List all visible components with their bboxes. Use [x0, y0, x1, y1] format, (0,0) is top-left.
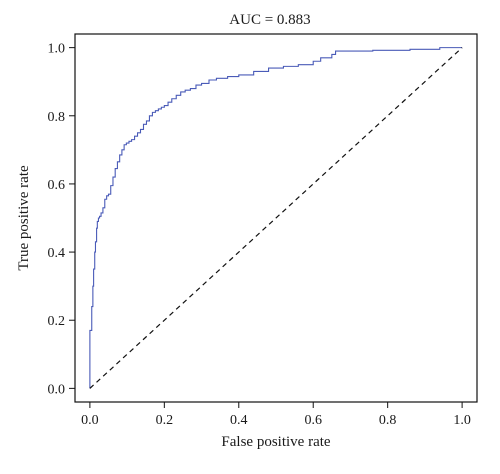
x-tick-label: 0.8 [379, 413, 397, 428]
x-axis: 0.0 0.2 0.4 0.6 0.8 1.0 [81, 402, 471, 428]
x-tick-label: 1.0 [453, 413, 471, 428]
y-tick-label: 0.2 [48, 314, 66, 329]
y-tick-label: 0.6 [48, 178, 66, 193]
y-axis-label: True positive rate [16, 165, 32, 271]
y-tick-label: 1.0 [48, 42, 66, 57]
y-axis: 0.0 0.2 0.4 0.6 0.8 1.0 [48, 42, 75, 397]
series-layer [89, 47, 463, 389]
x-tick-label: 0.2 [156, 413, 174, 428]
y-tick-label: 0.0 [48, 382, 66, 397]
roc-curve-line [89, 47, 463, 389]
x-tick-label: 0.0 [81, 413, 99, 428]
plot-frame [74, 33, 478, 403]
chart-title: AUC = 0.883 [229, 12, 310, 28]
y-tick-label: 0.8 [48, 110, 66, 125]
x-tick-label: 0.4 [230, 413, 248, 428]
y-tick-label: 0.4 [48, 246, 66, 261]
chance-diagonal-line [89, 47, 463, 389]
x-tick-label: 0.6 [304, 413, 322, 428]
x-axis-label: False positive rate [221, 434, 330, 450]
